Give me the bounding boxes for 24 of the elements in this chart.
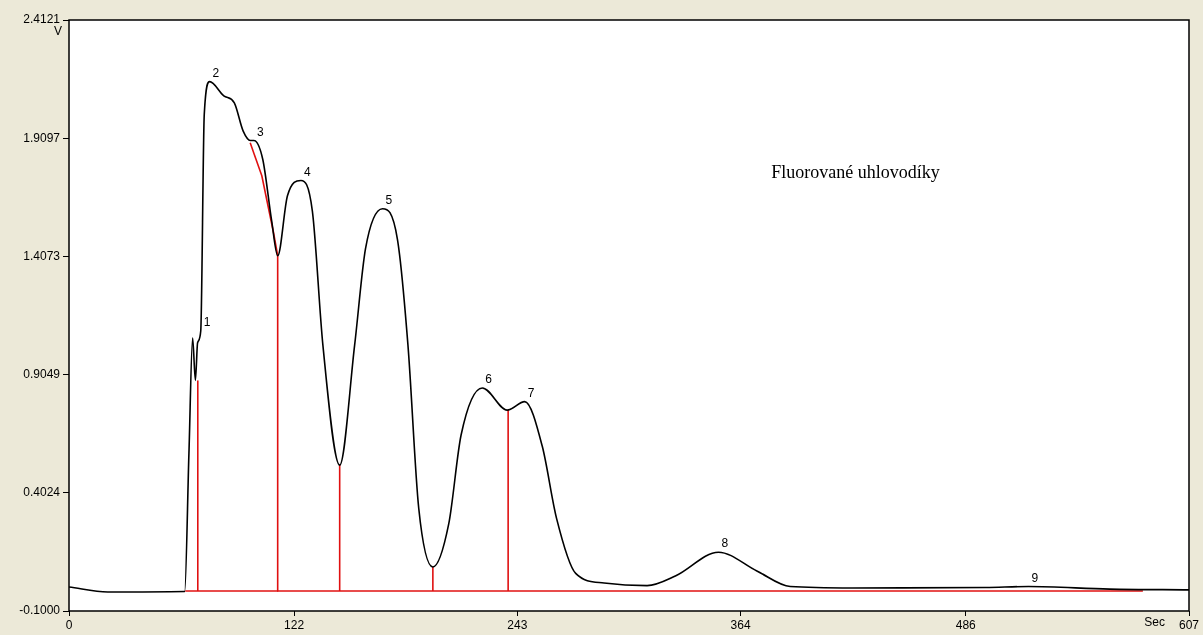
y-tick-label: 0.4024 — [23, 485, 61, 500]
annotation: 2 — [212, 65, 220, 80]
annotation: 7 — [527, 385, 535, 400]
y-tick-label: -0.1000 — [19, 603, 61, 618]
annotation: 5 — [385, 193, 393, 208]
x-tick-label: 0 — [65, 617, 73, 632]
annotation: 1 — [203, 315, 211, 330]
annotation: 9 — [1031, 570, 1039, 585]
annotation: 6 — [485, 372, 493, 387]
x-tick-label: 607 — [1178, 617, 1200, 632]
y-tick-label: 1.9097 — [23, 130, 61, 145]
annotation: 4 — [303, 164, 311, 179]
annotation: 8 — [721, 536, 729, 551]
x-tick-label: 364 — [730, 617, 751, 632]
x-axis-title: Sec — [1144, 615, 1165, 630]
y-axis-title: V — [53, 24, 62, 39]
annotation: 3 — [256, 124, 264, 139]
x-tick-label: 486 — [955, 617, 977, 632]
annotation: Fluorované uhlovodíky — [771, 162, 940, 183]
y-tick-label: 0.9049 — [23, 366, 61, 381]
x-tick-label: 122 — [284, 617, 305, 632]
y-tick-label: 2.4121 — [23, 12, 61, 27]
y-tick-label: 1.4073 — [23, 248, 61, 263]
x-tick-label: 243 — [507, 617, 528, 632]
